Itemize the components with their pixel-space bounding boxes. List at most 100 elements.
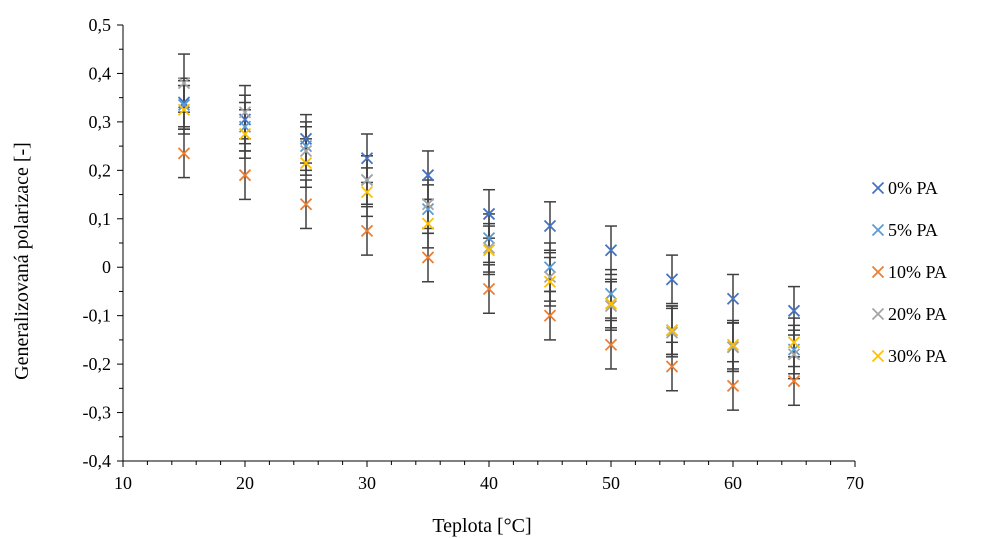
data-point [421,251,435,264]
marker-stroke [238,127,252,141]
marker-stroke [360,224,374,238]
x-tick-label: 10 [114,473,132,493]
legend-label: 10% PA [888,262,947,282]
marker-stroke [787,374,801,388]
x-axis-title: Teplota [°C] [432,515,531,537]
data-point [482,282,496,296]
marker-stroke [299,198,313,211]
data-point [177,76,191,90]
data-point [360,173,374,187]
data-point [482,207,496,221]
data-point [787,348,801,361]
marker-stroke [543,309,557,322]
legend-entry: 10% PA [871,262,947,282]
marker-stroke [360,185,374,199]
y-tick-label: -0,2 [83,354,112,374]
data-point [543,219,557,233]
marker-stroke [604,299,618,313]
legend-label: 0% PA [888,178,938,198]
data-point [604,338,618,351]
data-point [482,244,496,257]
marker-stroke [871,349,885,363]
marker-stroke [421,217,435,230]
error-bars [178,53,800,411]
marker-stroke [421,169,435,182]
legend-entry: 30% PA [871,346,947,366]
y-tick-label: 0,5 [89,15,112,35]
marker-stroke [543,219,557,233]
marker-stroke [543,270,557,284]
marker-stroke [665,324,679,337]
data-point [665,324,679,337]
y-tick-label: 0,4 [89,63,112,83]
data-point [177,98,191,112]
y-tick-label: -0,4 [83,451,112,471]
marker-stroke [482,232,496,245]
y-tick-label: -0,1 [83,306,112,326]
marker-stroke [299,144,313,158]
data-point [360,224,374,238]
data-point [482,232,496,245]
marker-stroke [604,338,618,351]
x-tick-label: 70 [846,473,864,493]
data-point [543,309,557,322]
data-markers [177,76,801,393]
legend-entry: 5% PA [871,220,938,240]
axes: -0,4 -0,3 -0,2 -0,1 0 0,1 0,2 0,3 0,4 0,5 10 20 30 40… [83,15,865,493]
data-point [177,147,191,160]
marker-stroke [238,169,252,182]
marker-stroke [543,275,557,288]
legend-entry: 0% PA [871,178,938,198]
data-point [421,198,435,211]
marker-stroke [665,326,679,339]
marker-stroke [787,336,801,349]
data-point [604,244,618,257]
data-point [543,275,557,288]
data-point [543,261,557,274]
x-tick-label: 50 [602,473,620,493]
legend-marker-icon [871,265,885,279]
data-point [238,127,252,141]
marker-stroke [421,202,435,216]
y-tick-label: -0,3 [83,403,112,423]
y-axis-title: Generalizovaná polarizace [-] [11,142,33,380]
data-point [787,304,801,317]
data-point [726,341,740,354]
marker-stroke [726,292,740,305]
marker-stroke [787,304,801,317]
data-point [421,169,435,182]
data-point [726,338,740,351]
data-point [299,139,313,153]
marker-stroke [665,360,679,373]
marker-stroke [604,244,618,257]
data-point [665,360,679,373]
marker-stroke [871,307,885,321]
data-point [482,241,496,254]
data-point [604,297,618,310]
legend-marker-icon [871,181,885,195]
marker-stroke [665,273,679,286]
marker-stroke [726,341,740,354]
marker-stroke [360,152,374,165]
y-tick-label: 0 [102,257,111,277]
data-point [726,379,740,393]
data-point [726,292,740,305]
data-point [604,287,618,301]
marker-stroke [177,98,191,112]
marker-stroke [177,76,191,90]
marker-stroke [604,297,618,310]
marker-stroke [871,265,885,279]
legend-marker-icon [871,307,885,321]
marker-stroke [482,244,496,257]
marker-stroke [421,251,435,264]
x-tick-label: 20 [236,473,254,493]
x-tick-label: 60 [724,473,742,493]
marker-stroke [787,348,801,361]
marker-stroke [871,181,885,195]
marker-stroke [299,156,313,170]
data-point [665,273,679,286]
data-point [665,326,679,339]
x-tick-label: 40 [480,473,498,493]
